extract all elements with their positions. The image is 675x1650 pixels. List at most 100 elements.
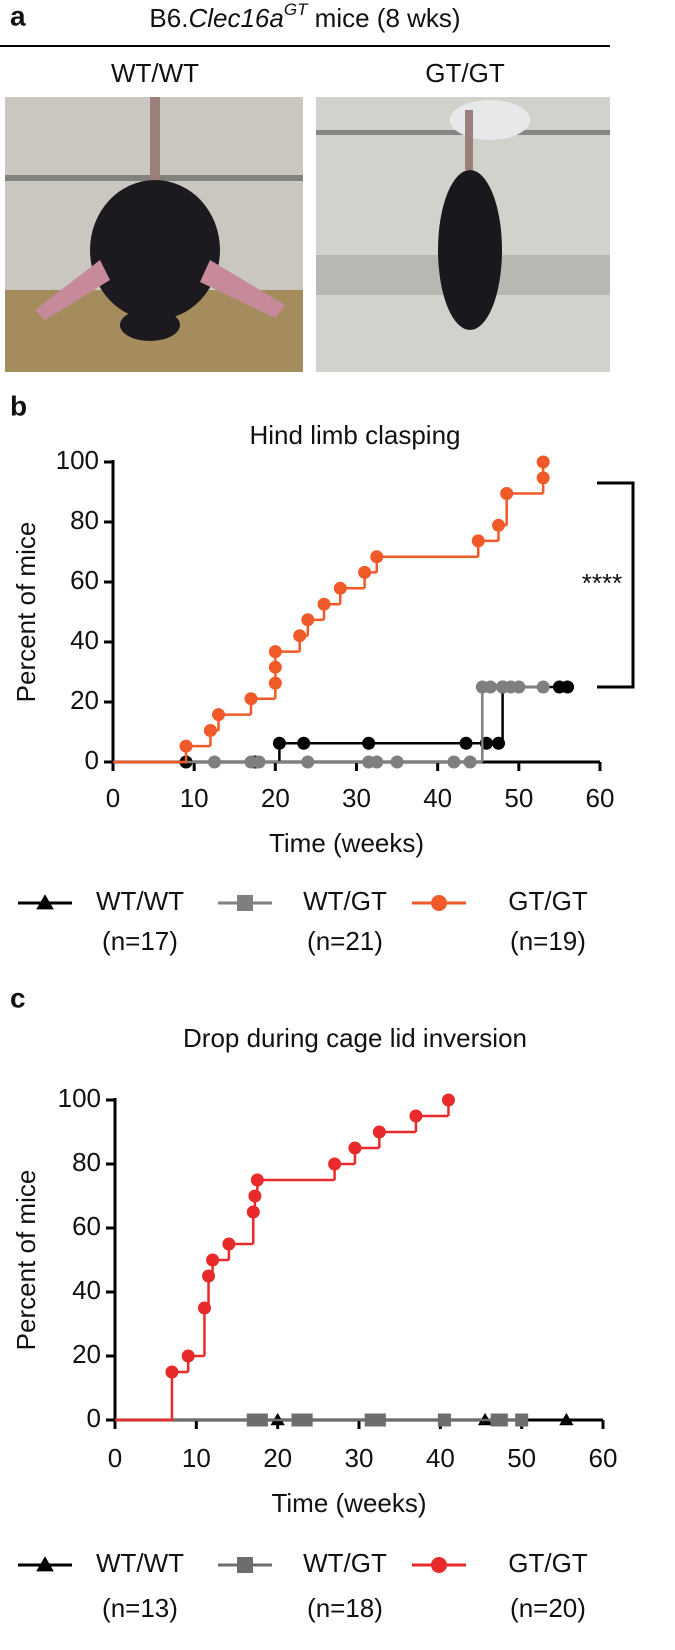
marker [370, 550, 384, 564]
marker [348, 1141, 362, 1155]
marker [248, 1189, 262, 1203]
y-tick-label: 80 [72, 1147, 101, 1177]
significance-bracket [597, 481, 635, 689]
marker [165, 1365, 179, 1379]
step-line [481, 685, 491, 762]
marker [515, 1413, 529, 1427]
title-text: mice (8 wks) [307, 3, 460, 33]
x-tick-label: 50 [504, 783, 533, 813]
marker [293, 629, 307, 643]
marker [536, 471, 550, 485]
legend-marker [431, 1557, 447, 1573]
step-line [115, 1370, 189, 1422]
chart-title: Hind limb clasping [250, 420, 461, 450]
marker [268, 645, 282, 659]
panel-label: c [10, 982, 26, 1013]
title-gene: Clec16a [188, 3, 283, 33]
marker [459, 736, 473, 750]
x-tick-label: 40 [423, 783, 452, 813]
y-tick-label: 20 [70, 685, 99, 715]
y-tick-label: 80 [70, 505, 99, 535]
y-tick-label: 40 [72, 1275, 101, 1305]
x-tick-label: 60 [589, 1443, 618, 1473]
y-tick-label: 20 [72, 1339, 101, 1369]
x-tick-label: 10 [180, 783, 209, 813]
photo-left [5, 97, 303, 372]
marker [179, 739, 193, 753]
x-tick-label: 0 [108, 1443, 122, 1473]
marker [244, 692, 258, 706]
y-tick-label: 100 [56, 445, 99, 475]
legend-count: (n=13) [102, 1593, 178, 1623]
marker [207, 755, 221, 769]
y-axis-title: Percent of mice [11, 522, 41, 703]
legend-count: (n=21) [307, 926, 383, 956]
marker [358, 565, 372, 579]
marker [494, 1413, 508, 1427]
marker [268, 660, 282, 674]
marker [441, 1093, 455, 1107]
legend-count: (n=17) [102, 926, 178, 956]
marker [317, 597, 331, 611]
x-axis-title: Time (weeks) [271, 1488, 426, 1518]
marker [559, 1412, 574, 1426]
legend-label: GT/GT [508, 886, 588, 916]
y-tick-label: 60 [72, 1211, 101, 1241]
significance-label: **** [582, 568, 622, 598]
legend-marker [36, 894, 54, 910]
x-axis-title: Time (weeks) [269, 828, 424, 858]
photo-right [316, 97, 610, 372]
legend-count: (n=18) [307, 1593, 383, 1623]
marker [252, 755, 266, 769]
marker [500, 487, 514, 500]
marker [536, 680, 550, 694]
panel-label: a [10, 0, 26, 31]
legend-marker [431, 895, 447, 911]
photo-label: GT/GT [425, 58, 505, 88]
marker [212, 708, 226, 722]
y-tick-label: 0 [85, 745, 99, 775]
marker [483, 680, 497, 694]
marker [206, 1253, 220, 1267]
legend-label: WT/WT [96, 886, 184, 916]
step-line [113, 744, 211, 764]
step-line [375, 555, 479, 573]
step-line [501, 685, 560, 744]
marker [561, 680, 575, 694]
x-tick-label: 10 [182, 1443, 211, 1473]
marker [536, 455, 550, 469]
title-superscript: GT [284, 0, 309, 19]
y-tick-label: 0 [87, 1403, 101, 1433]
x-tick-label: 40 [426, 1443, 455, 1473]
marker [301, 613, 315, 627]
legend-marker [36, 1556, 54, 1572]
x-tick-label: 30 [342, 783, 371, 813]
marker [492, 736, 506, 750]
step-line [505, 492, 544, 526]
x-tick-label: 50 [507, 1443, 536, 1473]
marker [197, 1301, 211, 1315]
marker [447, 755, 461, 769]
panel-title: B6.Clec16aGT mice (8 wks) [149, 0, 460, 32]
legend-marker [237, 895, 253, 911]
marker [463, 755, 477, 769]
marker [202, 1269, 216, 1283]
x-tick-label: 20 [261, 783, 290, 813]
legend-label: WT/GT [303, 1548, 387, 1578]
legend-count: (n=19) [510, 926, 586, 956]
marker [372, 1125, 386, 1139]
step-line [203, 1306, 209, 1356]
marker [437, 1413, 451, 1427]
chart-title: Drop during cage lid inversion [183, 1023, 527, 1053]
x-tick-label: 0 [106, 783, 120, 813]
y-axis-title: Percent of mice [11, 1170, 41, 1351]
marker [246, 1205, 260, 1219]
legend-label: WT/GT [303, 886, 387, 916]
y-tick-label: 100 [58, 1083, 101, 1113]
step-line [256, 1178, 335, 1196]
marker [250, 1173, 264, 1187]
legend-label: GT/GT [508, 1548, 588, 1578]
marker [333, 581, 347, 595]
